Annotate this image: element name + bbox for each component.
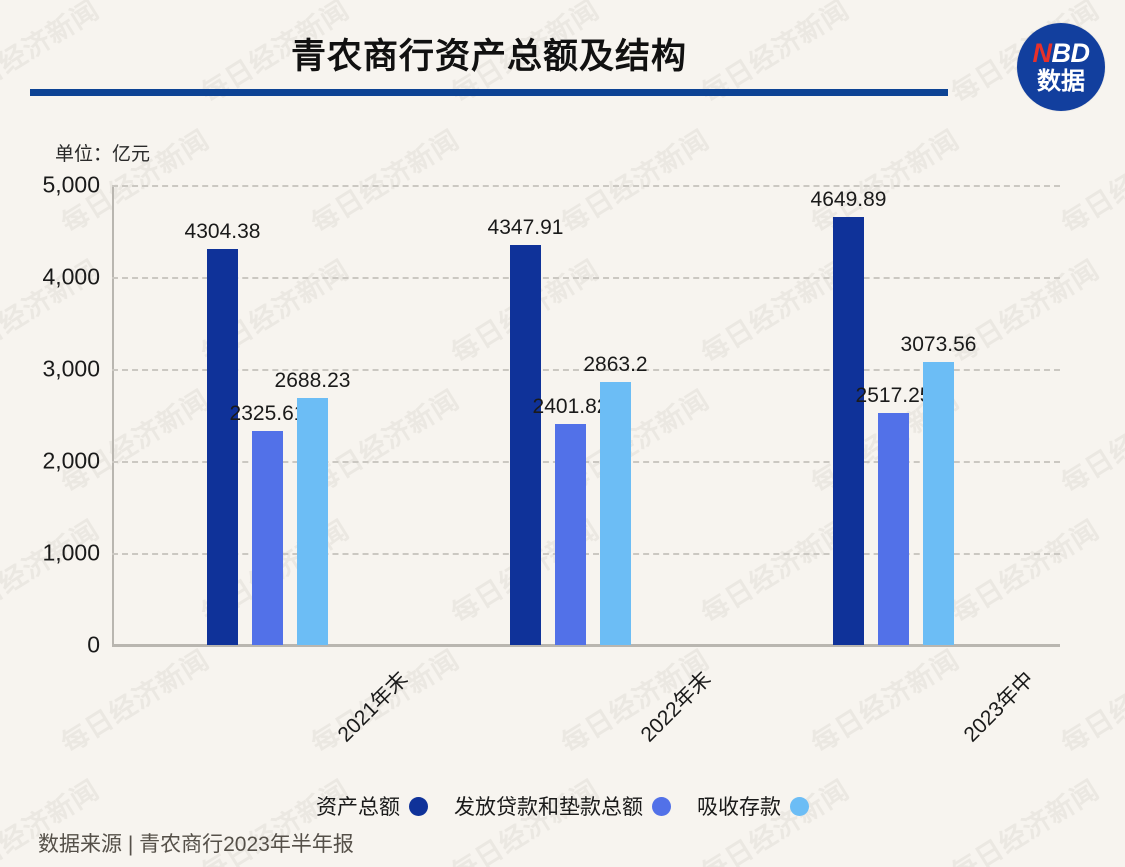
axis-unit-label: 单位：亿元 bbox=[55, 144, 151, 165]
gridline bbox=[112, 461, 1060, 463]
legend-color-dot-icon bbox=[409, 796, 428, 816]
gridline bbox=[112, 185, 1060, 187]
title-underline-rule bbox=[30, 89, 948, 96]
legend-color-dot-icon bbox=[652, 796, 671, 816]
gridline bbox=[112, 277, 1060, 279]
x-axis-line bbox=[112, 644, 1060, 647]
bar-value-label: 2325.61 bbox=[229, 402, 306, 426]
y-axis-line bbox=[112, 185, 114, 646]
bar bbox=[510, 245, 541, 645]
bar-value-label: 4347.91 bbox=[487, 215, 564, 239]
legend-item-label: 吸收存款 bbox=[697, 796, 781, 819]
x-axis-category-label: 2023年中 bbox=[959, 667, 1039, 747]
legend-color-dot-icon bbox=[790, 796, 809, 816]
y-axis-tick-labels: 5,000 4,000 3,000 2,000 1,000 0 bbox=[0, 0, 100, 867]
chart-header: 青农商行资产总额及结构 bbox=[0, 0, 1125, 115]
bar bbox=[833, 217, 864, 645]
bar-value-label: 4649.89 bbox=[810, 188, 887, 212]
nbd-logo-letters: NBD bbox=[1032, 38, 1091, 68]
y-axis-tick-label: 3,000 bbox=[42, 355, 100, 382]
gridline bbox=[112, 369, 1060, 371]
bar-value-label: 2517.25 bbox=[855, 384, 932, 408]
source-footnote: 数据来源 | 青农商行2023年半年报 bbox=[38, 833, 354, 856]
bar bbox=[923, 362, 954, 645]
bar bbox=[252, 431, 283, 645]
x-axis-category-label: 2021年末 bbox=[333, 667, 413, 747]
nbd-logo-letters-bd: BD bbox=[1051, 38, 1091, 68]
chart-legend: 资产总额 发放贷款和垫款总额 吸收存款 bbox=[0, 791, 1125, 821]
bar-value-label: 2401.82 bbox=[532, 395, 609, 419]
bar bbox=[878, 413, 909, 645]
bar-value-label: 3073.56 bbox=[900, 333, 977, 357]
bar-value-label: 2863.2 bbox=[583, 352, 648, 376]
bar-value-label: 2688.23 bbox=[274, 368, 351, 392]
page-title: 青农商行资产总额及结构 bbox=[290, 37, 687, 76]
legend-item-label: 发放贷款和垫款总额 bbox=[454, 796, 643, 819]
bar bbox=[297, 397, 328, 645]
y-axis-tick-label: 0 bbox=[87, 631, 100, 658]
bar bbox=[207, 249, 238, 645]
legend-item[interactable]: 资产总额 bbox=[316, 791, 428, 821]
bar bbox=[600, 381, 631, 645]
legend-item[interactable]: 吸收存款 bbox=[697, 791, 809, 821]
nbd-logo: NBD 数据 bbox=[1017, 23, 1105, 111]
y-axis-tick-label: 1,000 bbox=[42, 539, 100, 566]
bar bbox=[555, 424, 586, 645]
y-axis-tick-label: 4,000 bbox=[42, 263, 100, 290]
legend-item[interactable]: 发放贷款和垫款总额 bbox=[454, 791, 671, 821]
y-axis-tick-label: 5,000 bbox=[42, 171, 100, 198]
y-axis-tick-label: 2,000 bbox=[42, 447, 100, 474]
nbd-logo-cn-text: 数据 bbox=[1037, 68, 1085, 95]
x-axis-category-label: 2022年末 bbox=[636, 667, 716, 747]
bar-value-label: 4304.38 bbox=[184, 219, 261, 243]
legend-item-label: 资产总额 bbox=[316, 796, 400, 819]
gridline bbox=[112, 553, 1060, 555]
nbd-logo-letter-n: N bbox=[1032, 38, 1053, 68]
